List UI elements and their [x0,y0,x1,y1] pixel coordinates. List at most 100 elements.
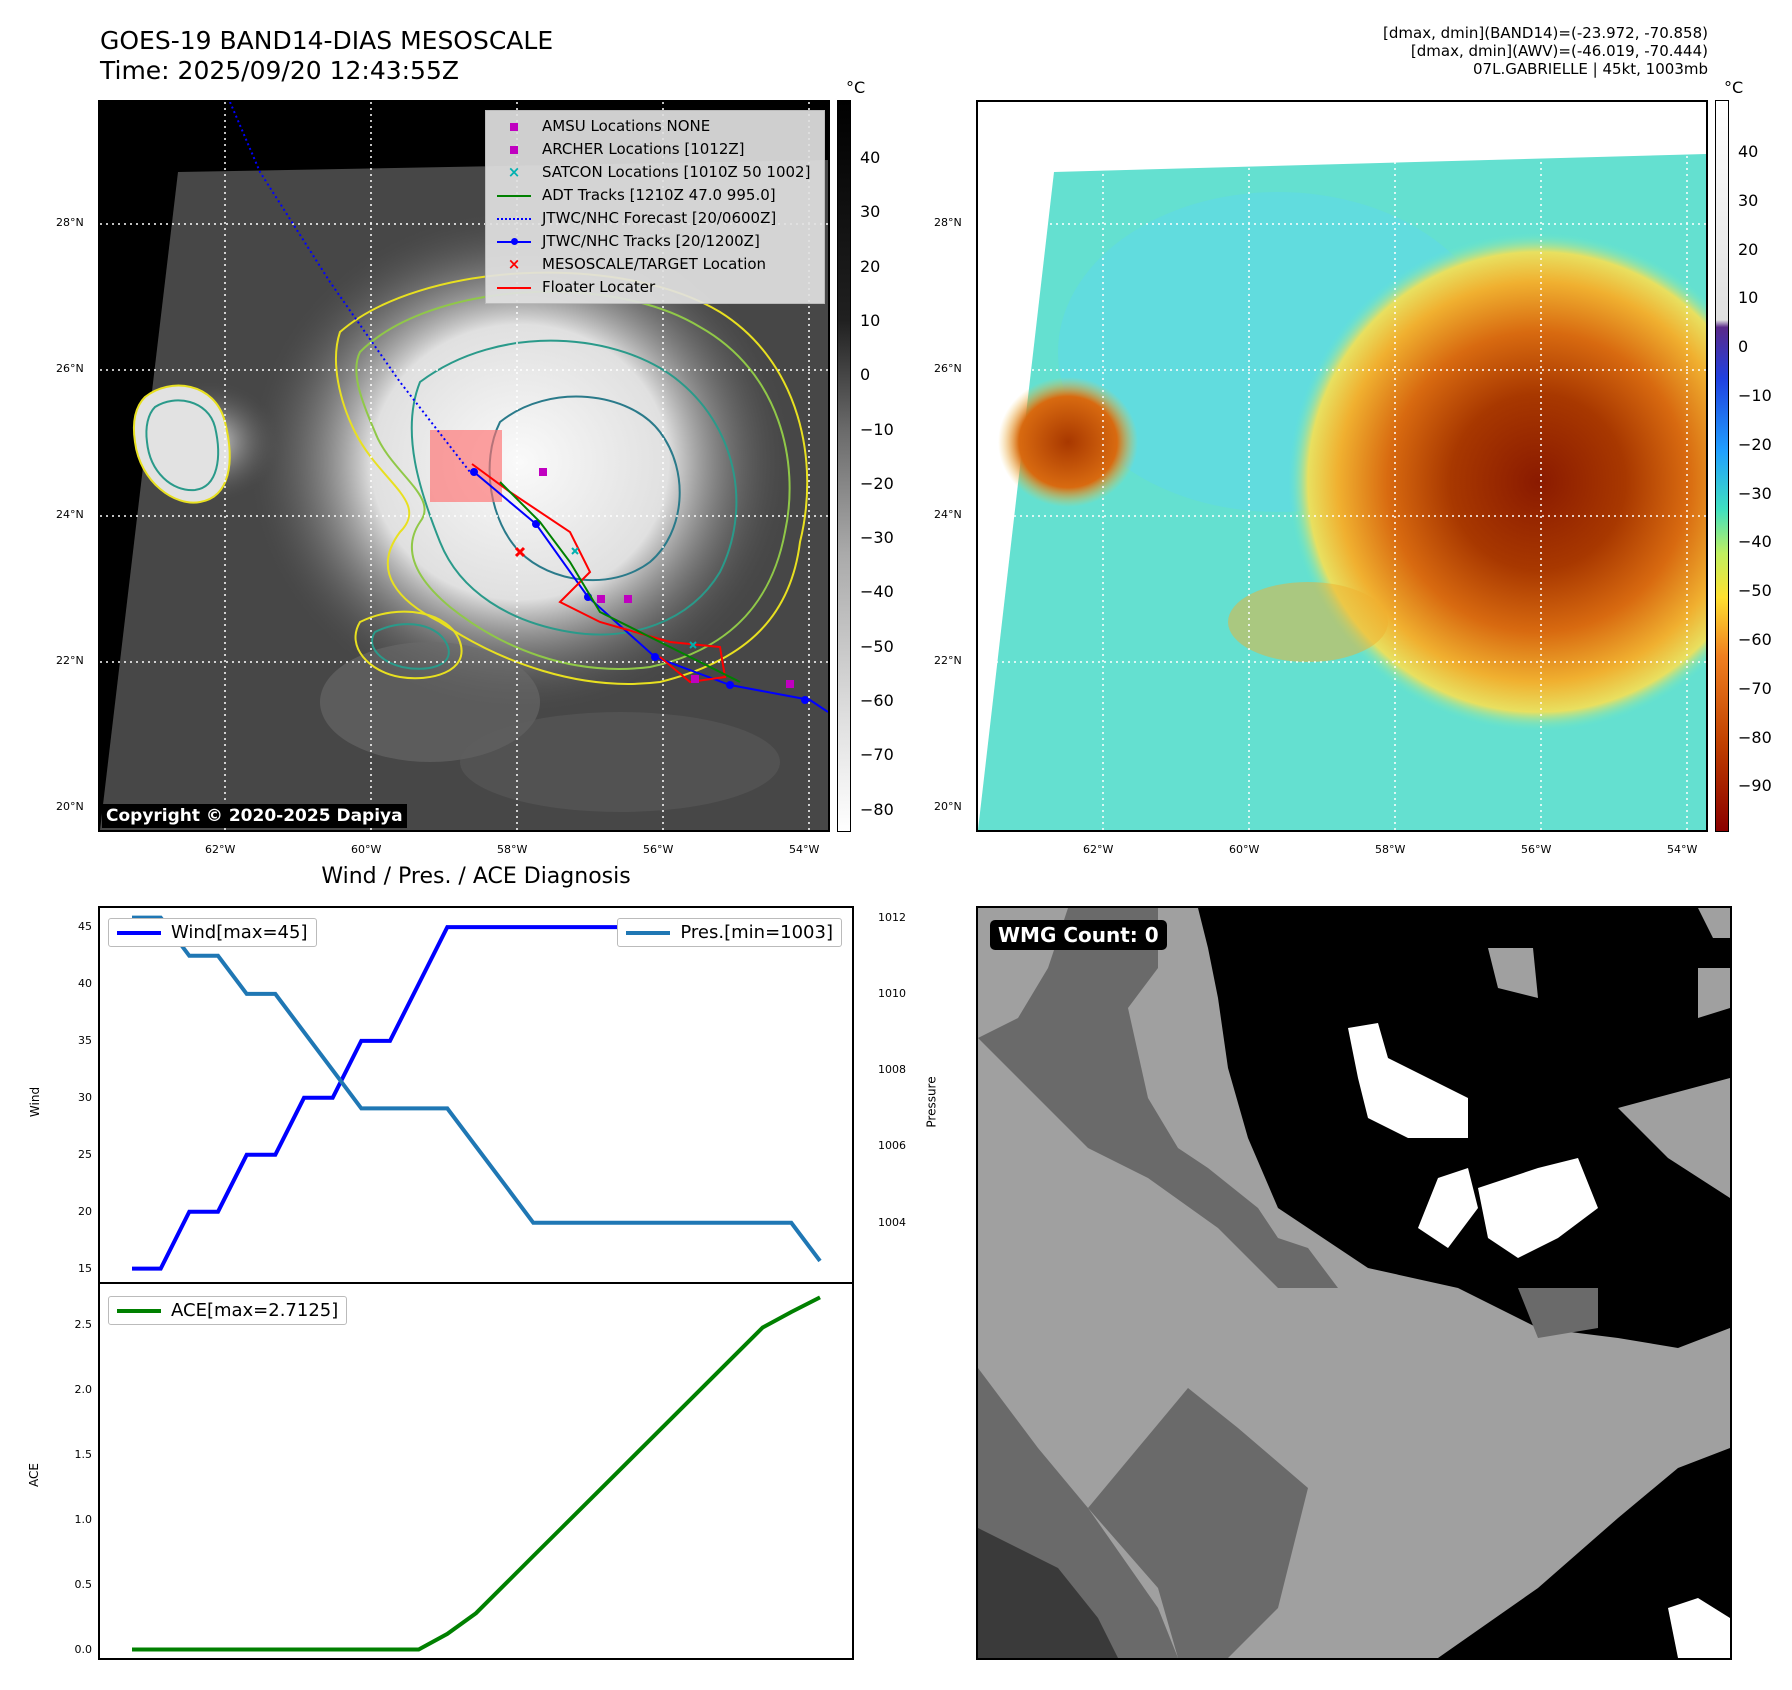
colorbar1-unit: °C [846,78,866,97]
y-tick: 40 [78,977,92,990]
colorbar-tick: −60 [860,691,894,710]
wind-axis-label: Wind [28,1086,43,1118]
diagnosis-title: Wind / Pres. / ACE Diagnosis [321,864,631,889]
colorbar-tick: 0 [860,365,871,385]
legend-item: AMSU Locations NONE [494,115,816,138]
colorbar-tick: −90 [1738,776,1772,796]
y-tick: 45 [78,920,92,934]
annotation-line3: 07L.GABRIELLE | 45kt, 1003mb [1473,60,1708,78]
colorbar-tick: −60 [1738,630,1772,649]
legend-item: × SATCON Locations [1010Z 50 1002] [507,163,811,181]
lat-tick: 20°N [934,800,962,813]
legend-item: × MESOSCALE/TARGET Location [507,255,767,273]
lon-tick: 58°W [1375,843,1406,856]
ace-axis-label: ACE [26,1463,41,1487]
wmg-svg [978,908,1730,1658]
lat-tick: 22°N [56,654,84,667]
floater-locater [471,463,727,684]
figure-title-line2: Time: 2025/09/20 12:43:55Z [100,56,459,85]
y-tick: 2.0 [74,1382,93,1396]
colorbar-tick: 30 [1738,190,1759,210]
pressure-series-line [132,915,822,1263]
y-tick: 1010 [878,986,906,1000]
wmg-panel: WMG Count: 0 [976,906,1732,1660]
legend-item: Floater Locater [494,276,816,299]
target-location-marker [514,546,526,558]
y-tick: 20 [78,1204,92,1218]
colorbar-tick: −70 [1738,678,1772,698]
colorbar-tick: −30 [860,528,894,548]
annotation-line2: [dmax, dmin](AWV)=(-46.019, -70.444) [1410,42,1708,60]
lon-tick: 56°W [643,843,674,856]
lon-tick: 62°W [1083,843,1114,856]
lat-tick: 20°N [56,800,84,813]
lon-tick: 58°W [497,843,528,856]
lat-tick: 26°N [934,362,962,375]
y-tick: 25 [78,1147,92,1161]
figure-title: GOES-19 BAND14-DIAS MESOSCALE Time: 2025… [100,26,553,86]
colorbar-tick: 20 [860,256,881,276]
colorbar-tick: −20 [860,473,894,493]
wmg-count-badge: WMG Count: 0 [990,920,1167,950]
colorbar-tick: 0 [1738,337,1749,357]
y-tick: 1004 [878,1215,906,1229]
colorbar-tick: −20 [1738,434,1772,454]
wind-legend-swatch [117,930,161,935]
wind-pressure-axes: Wind[max=45] Pres.[min=1003] [98,906,854,1284]
wind-pressure-svg [132,915,822,1271]
y-tick: 1008 [878,1063,906,1077]
colorbar2-unit: °C [1724,78,1744,97]
ace-legend: ACE[max=2.7125] [108,1296,348,1325]
legend-item: ADT Tracks [1210Z 47.0 995.0] [494,184,816,207]
colorbar-tick: 40 [1738,142,1759,161]
awv-map-svg [978,102,1706,830]
lat-tick: 26°N [56,362,84,375]
lat-tick: 28°N [56,216,84,229]
lon-tick: 60°W [1229,843,1260,856]
colorbar-tick: −50 [1738,581,1772,601]
y-tick: 30 [78,1090,92,1104]
ir-map-panel: AMSU Locations NONE ARCHER Locations [10… [98,100,830,832]
y-tick: 1.0 [74,1512,93,1526]
lon-tick: 54°W [1667,843,1698,856]
colorbar-tick: 10 [1738,288,1759,308]
lat-tick: 28°N [934,216,962,229]
colorbar-tick: −50 [860,636,894,656]
pressure-legend-swatch [626,930,671,935]
legend-item: ARCHER Locations [1012Z] [494,138,816,161]
y-tick: 1006 [878,1139,906,1153]
legend-item: JTWC/NHC Forecast [20/0600Z] [494,207,816,230]
lon-tick: 60°W [351,843,382,856]
ace-svg [132,1295,821,1652]
lat-tick: 22°N [934,654,962,667]
pressure-legend: Pres.[min=1003] [617,918,842,947]
y-tick: 0.0 [74,1642,93,1656]
wind-legend: Wind[max=45] [108,918,317,947]
colorbar-tick: 20 [1738,239,1759,259]
awv-map-panel [976,100,1708,832]
colorbar-tick: 30 [860,202,881,222]
colorbar-tick: 10 [860,310,881,330]
colorbar-tick: −70 [860,745,894,765]
colorbar-tick: −80 [1738,727,1772,747]
ace-series-line [132,1295,821,1652]
lon-tick: 62°W [205,843,236,856]
lon-tick: 56°W [1521,843,1552,856]
figure-title-line1: GOES-19 BAND14-DIAS MESOSCALE [100,26,554,55]
colorbar-tick: −80 [860,799,894,819]
y-tick: 35 [78,1033,92,1047]
colorbar-tick: −40 [1738,532,1772,552]
colorbar-tick: 40 [860,148,881,167]
colorbar-grayscale [837,100,851,832]
colorbar-tick: −10 [1738,386,1772,405]
map-legend: AMSU Locations NONE ARCHER Locations [10… [485,110,825,304]
ace-legend-swatch [117,1308,161,1313]
lon-tick: 54°W [789,843,820,856]
colorbar-tick: −30 [1738,483,1772,503]
legend-item: JTWC/NHC Tracks [20/1200Z] [494,230,816,253]
y-tick: 15 [78,1261,92,1275]
colorbar-tick: −10 [860,419,894,439]
annotation-line1: [dmax, dmin](BAND14)=(-23.972, -70.858) [1383,24,1708,42]
y-tick: 1012 [878,910,906,924]
y-tick: 2.5 [74,1317,93,1331]
